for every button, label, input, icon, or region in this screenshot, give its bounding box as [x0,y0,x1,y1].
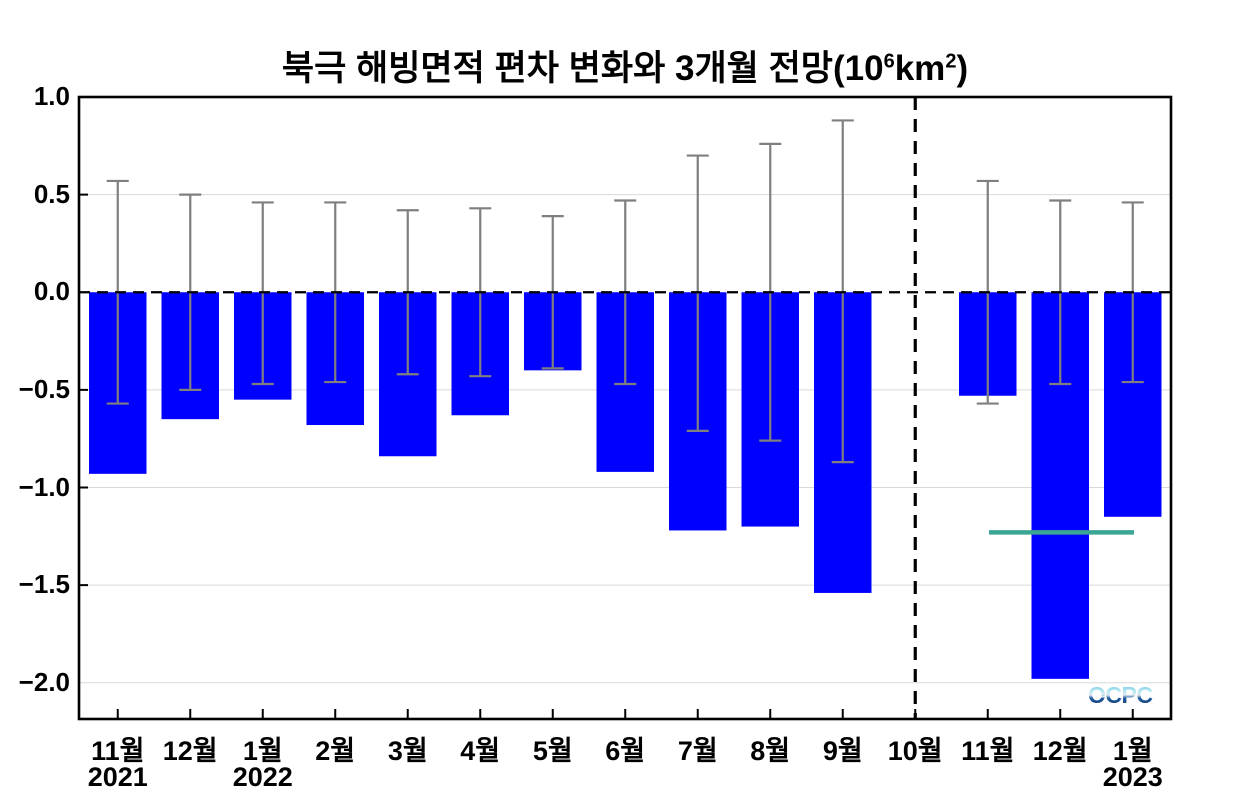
svg-text:OCPC: OCPC [1088,683,1152,708]
